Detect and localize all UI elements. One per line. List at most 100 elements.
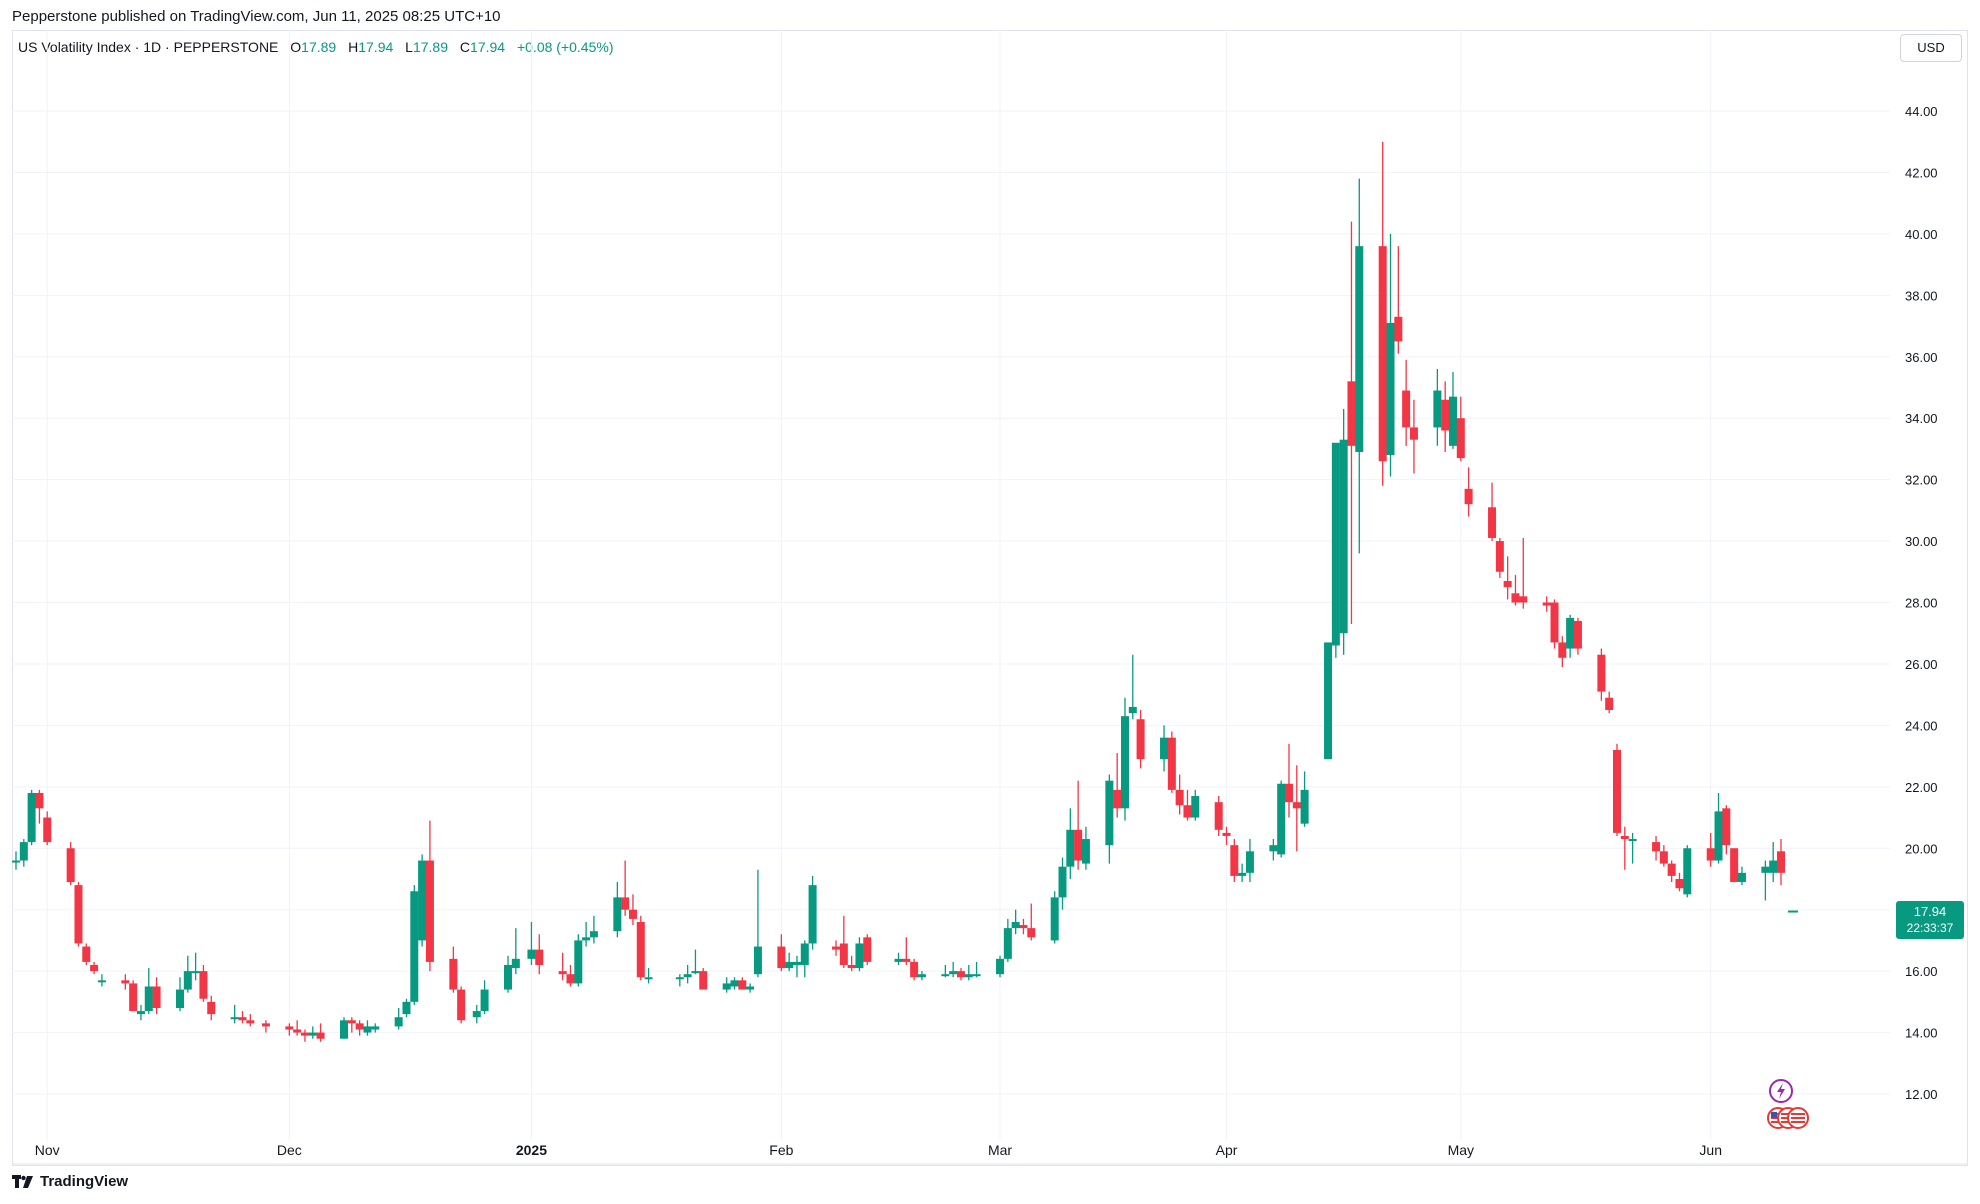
candle-up[interactable]	[582, 921, 591, 947]
candle-down[interactable]	[1706, 832, 1715, 867]
candle-up[interactable]	[894, 952, 903, 965]
candle-down[interactable]	[1222, 826, 1231, 846]
candle-down[interactable]	[238, 1011, 247, 1024]
candle-up[interactable]	[1433, 369, 1442, 446]
candle-down[interactable]	[1441, 381, 1450, 452]
candle-up[interactable]	[1011, 909, 1020, 935]
dividend-event-icon[interactable]	[1766, 1076, 1796, 1106]
candle-up[interactable]	[340, 1017, 349, 1039]
candle-down[interactable]	[621, 860, 630, 916]
currency-button[interactable]: USD	[1900, 34, 1962, 62]
candle-up[interactable]	[949, 961, 958, 978]
candle-up[interactable]	[1355, 178, 1364, 554]
candle-down[interactable]	[832, 940, 841, 956]
candle-down[interactable]	[839, 915, 848, 969]
candle-down[interactable]	[1550, 599, 1559, 649]
candle-up[interactable]	[527, 921, 536, 965]
candle-up[interactable]	[730, 977, 739, 990]
candle-up[interactable]	[418, 854, 427, 947]
candle-up[interactable]	[792, 955, 801, 978]
candle-down[interactable]	[35, 789, 44, 824]
candle-up[interactable]	[1566, 614, 1575, 658]
candle-down[interactable]	[1183, 789, 1192, 821]
candle-up[interactable]	[785, 952, 794, 972]
candle-up[interactable]	[308, 1026, 317, 1039]
candle-down[interactable]	[261, 1020, 270, 1033]
candle-down[interactable]	[1175, 774, 1184, 815]
candle-down[interactable]	[1456, 396, 1465, 462]
candle-down[interactable]	[121, 974, 130, 990]
candle-down[interactable]	[1019, 918, 1028, 935]
candle-up[interactable]	[1300, 771, 1309, 827]
candle-down[interactable]	[43, 811, 52, 846]
candle-down[interactable]	[1667, 860, 1676, 883]
candle-down[interactable]	[535, 934, 544, 975]
candle-up[interactable]	[504, 955, 513, 993]
candle-down[interactable]	[1464, 467, 1473, 517]
candle-up[interactable]	[1003, 918, 1012, 962]
candle-up[interactable]	[363, 1020, 372, 1036]
candle-up[interactable]	[1128, 654, 1137, 720]
candle-down[interactable]	[1409, 399, 1418, 474]
candle-up[interactable]	[722, 977, 731, 993]
candle-up[interactable]	[183, 955, 192, 993]
candle-up[interactable]	[1160, 725, 1169, 772]
candle-up[interactable]	[574, 934, 583, 987]
candle-down[interactable]	[1777, 839, 1785, 886]
candle-down[interactable]	[449, 946, 458, 993]
candle-down[interactable]	[1495, 537, 1504, 578]
candle-down[interactable]	[66, 842, 75, 886]
candle-up[interactable]	[371, 1023, 380, 1033]
candle-down[interactable]	[74, 882, 83, 947]
candle-down[interactable]	[910, 958, 919, 981]
candle-up[interactable]	[675, 974, 684, 987]
candle-up[interactable]	[480, 980, 489, 1015]
candle-down[interactable]	[1519, 537, 1528, 609]
candle-up[interactable]	[1769, 842, 1778, 883]
candle-down[interactable]	[1612, 743, 1621, 836]
candle-down[interactable]	[1722, 805, 1731, 855]
candle-up[interactable]	[230, 1004, 239, 1024]
candle-down[interactable]	[699, 968, 708, 990]
candle-down[interactable]	[90, 961, 99, 975]
candle-up[interactable]	[1269, 839, 1278, 861]
candle-down[interactable]	[566, 964, 575, 987]
candle-down[interactable]	[1402, 359, 1411, 446]
candle-down[interactable]	[738, 977, 747, 990]
candle-down[interactable]	[1378, 141, 1387, 486]
candle-down[interactable]	[285, 1023, 294, 1036]
us-flag-event-icon[interactable]	[1764, 1106, 1820, 1130]
candle-down[interactable]	[1113, 753, 1122, 818]
candle-down[interactable]	[1573, 617, 1582, 655]
footer-brand[interactable]: TradingView	[12, 1173, 128, 1190]
candle-down[interactable]	[1558, 636, 1567, 668]
candle-down[interactable]	[902, 937, 911, 965]
candle-down[interactable]	[1542, 596, 1551, 612]
candle-up[interactable]	[1761, 860, 1770, 901]
candle-up[interactable]	[1386, 233, 1395, 477]
candle-up[interactable]	[972, 961, 981, 978]
candle-down[interactable]	[1292, 765, 1301, 852]
candle-up[interactable]	[964, 964, 973, 981]
candle-up[interactable]	[176, 977, 185, 1012]
candle-up[interactable]	[1331, 442, 1340, 658]
candle-up[interactable]	[613, 882, 622, 938]
candle-down[interactable]	[1511, 574, 1520, 606]
candle-down[interactable]	[300, 1029, 309, 1042]
candle-up[interactable]	[1448, 372, 1457, 449]
candle-down[interactable]	[1730, 848, 1739, 883]
candle-down[interactable]	[863, 934, 872, 965]
candle-up[interactable]	[753, 869, 762, 978]
candle-up[interactable]	[1245, 839, 1254, 883]
candle-up[interactable]	[394, 1007, 403, 1030]
candle-up[interactable]	[691, 949, 700, 975]
candle-down[interactable]	[1074, 780, 1083, 870]
candle-up[interactable]	[472, 1004, 481, 1024]
candle-up[interactable]	[410, 885, 419, 1005]
candle-down[interactable]	[199, 964, 208, 1002]
candle-up[interactable]	[1050, 891, 1059, 944]
candle-down[interactable]	[558, 952, 567, 981]
candle-up[interactable]	[19, 839, 28, 867]
symbol-name[interactable]: US Volatility Index · 1D · PEPPERSTONE	[18, 39, 279, 55]
